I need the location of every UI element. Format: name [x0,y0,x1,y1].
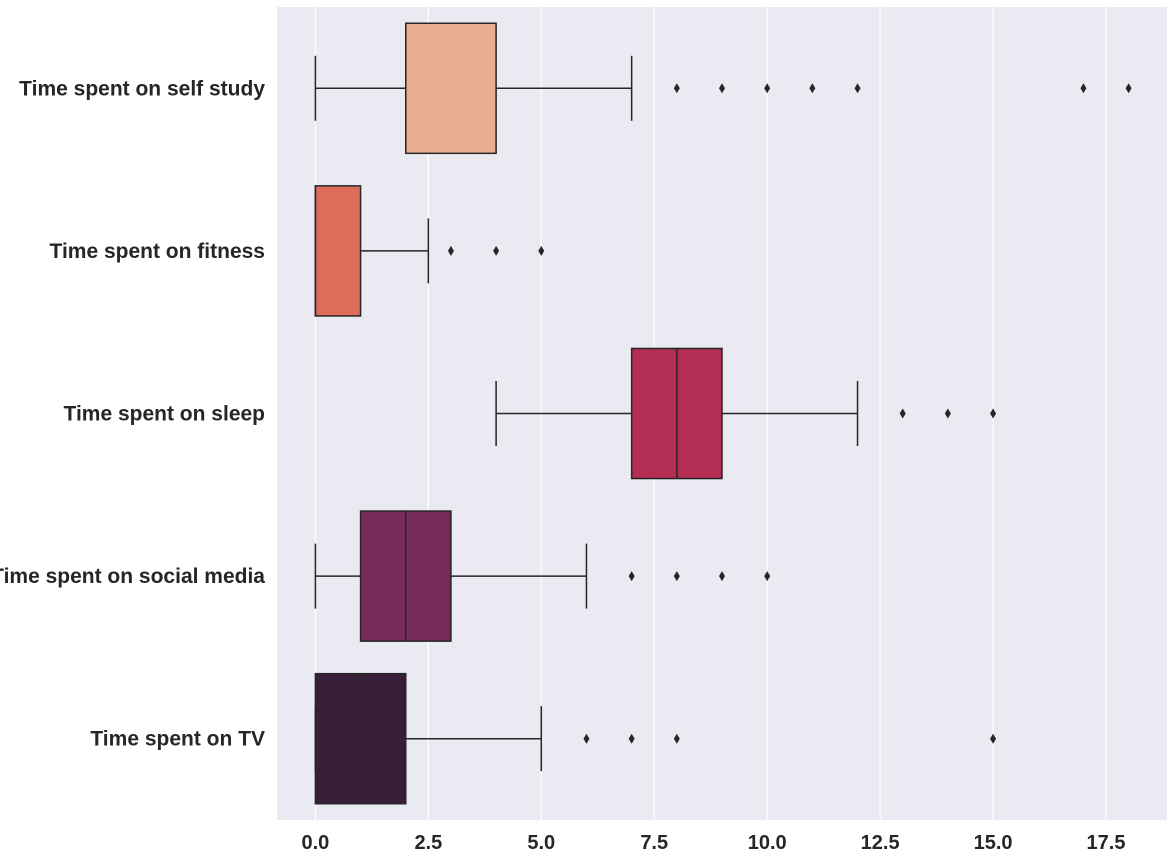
box-group [314,22,1132,155]
y-tick-label: Time spent on sleep [64,403,266,426]
y-tick-label: Time spent on self study [19,77,265,100]
outlier-point [447,245,454,256]
y-tick-label: Time spent on TV [90,728,265,751]
x-tick-label: 15.0 [974,832,1013,854]
x-tick-label: 2.5 [414,832,442,854]
outlier-point [719,571,725,582]
box-group [314,672,997,805]
outlier-point [990,733,997,744]
outlier-point [538,245,545,256]
x-tick-label: 5.0 [527,832,555,854]
box-group [314,185,545,317]
x-tick-label: 17.5 [1087,832,1126,854]
box-group [314,510,771,642]
x-tick-label: 7.5 [640,832,668,854]
outlier-point [944,408,951,419]
outlier-point [899,408,906,419]
outlier-point [809,83,816,94]
y-tick-label: Time spent on fitness [50,240,266,263]
outlier-point [719,83,725,94]
outlier-point [628,733,635,744]
outlier-point [583,733,590,744]
outlier-point [854,83,861,94]
x-tick-label: 0.0 [301,832,329,854]
outlier-point [990,408,997,419]
x-tick-label: 12.5 [861,832,900,854]
outlier-point [673,733,680,744]
outlier-point [628,571,635,582]
outlier-point [493,245,500,256]
box [405,22,497,155]
outlier-point [764,571,771,582]
outlier-point [1080,83,1087,94]
outlier-point [764,83,771,94]
outlier-point [673,571,680,582]
y-tick-label: Time spent on social media [0,565,265,588]
x-tick-label: 10.0 [748,832,787,854]
outlier-point [673,83,680,94]
box-group [495,347,997,480]
y-tick-labels: Time spent on self study Time spent on fi… [0,77,265,750]
box [314,185,362,317]
boxes [314,22,1132,805]
outlier-point [1125,83,1132,94]
x-tick-labels: 0.0 2.5 5.0 7.5 10.0 12.5 15.0 17.5 [301,832,1125,854]
